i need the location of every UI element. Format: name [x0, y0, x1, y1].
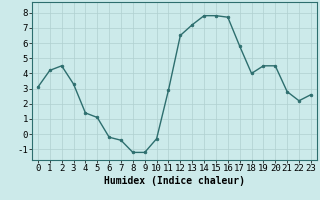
X-axis label: Humidex (Indice chaleur): Humidex (Indice chaleur)	[104, 176, 245, 186]
